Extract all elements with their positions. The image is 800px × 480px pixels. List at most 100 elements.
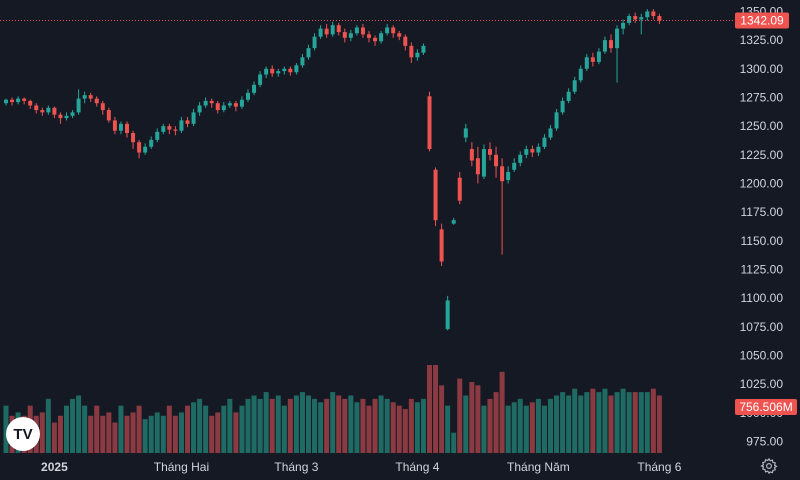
candle-body xyxy=(16,98,21,103)
candle-body xyxy=(64,115,69,119)
candle-body xyxy=(258,74,263,85)
gear-icon[interactable] xyxy=(760,457,778,475)
candle-body xyxy=(391,27,396,34)
candle-body xyxy=(481,149,486,177)
price-tick-label: 1125.00 xyxy=(741,262,784,276)
volume-bar xyxy=(94,405,100,453)
volume-bar xyxy=(644,392,650,453)
price-tick-label: 975.00 xyxy=(746,435,783,449)
candle-body xyxy=(445,300,450,330)
candle-body xyxy=(131,133,136,143)
candle-body xyxy=(88,95,93,99)
candle-body xyxy=(385,27,390,34)
volume-bar xyxy=(160,415,166,453)
volume-bar xyxy=(197,398,203,453)
price-tick-label: 1325.00 xyxy=(740,33,784,47)
candle-body xyxy=(590,57,595,62)
volume-bar xyxy=(541,405,547,453)
volume-bar xyxy=(554,395,560,453)
volume-bar xyxy=(45,398,51,453)
volume-bar xyxy=(166,405,172,453)
volume-bar xyxy=(608,395,614,453)
volume-bar xyxy=(112,422,118,453)
candle-body xyxy=(651,11,656,17)
volume-bar xyxy=(88,415,94,453)
candle-body xyxy=(403,36,408,46)
volume-bar xyxy=(366,405,372,453)
candle-body xyxy=(609,40,613,49)
price-tick-label: 1250.00 xyxy=(740,119,784,133)
volume-bar xyxy=(620,388,626,453)
price-candles xyxy=(4,9,662,331)
price-tick-label: 1175.00 xyxy=(741,205,784,219)
candle-body xyxy=(125,123,129,134)
volume-bar xyxy=(535,398,541,453)
volume-bar xyxy=(475,385,481,453)
volume-bar xyxy=(584,392,590,453)
candle-body xyxy=(203,100,208,106)
candle-body xyxy=(197,105,202,113)
volume-bar xyxy=(64,405,69,453)
logo-text: TV xyxy=(13,425,33,443)
candle-body xyxy=(161,126,166,132)
volume-bar xyxy=(142,419,148,453)
candle-body xyxy=(70,112,75,116)
volume-bar xyxy=(227,398,233,453)
volume-bar xyxy=(420,398,426,453)
candle-body xyxy=(572,80,577,92)
candle-body xyxy=(627,16,632,23)
candle-body xyxy=(227,103,232,106)
candle-body xyxy=(584,57,589,69)
volume-bar xyxy=(487,398,493,453)
candle-body xyxy=(530,149,535,153)
volume-bar xyxy=(318,402,324,453)
candle-body xyxy=(155,131,160,140)
volume-bar xyxy=(566,395,572,453)
volume-bar xyxy=(427,365,432,453)
volume-bar xyxy=(396,405,402,453)
volume-bar xyxy=(632,392,638,453)
volume-bars xyxy=(3,365,662,453)
volume-bar xyxy=(178,412,184,453)
candle-body xyxy=(542,137,547,147)
candle-body xyxy=(566,91,571,101)
tradingview-logo-icon[interactable]: TV xyxy=(6,417,40,451)
axis-badges: 1342.09 756.506M xyxy=(735,12,797,415)
volume-bar xyxy=(299,392,305,453)
candle-body xyxy=(264,68,269,75)
candle-body xyxy=(137,142,142,153)
volume-bar xyxy=(185,405,190,453)
volume-bar xyxy=(263,392,269,453)
candle-body xyxy=(112,120,117,131)
volume-bar xyxy=(548,398,553,453)
candle-body xyxy=(409,45,414,58)
volume-bar xyxy=(445,405,451,453)
candle-body xyxy=(512,162,517,170)
volume-bar xyxy=(378,395,384,453)
candle-body xyxy=(560,100,565,113)
time-axis[interactable]: 2025 Tháng Hai Tháng 3 Tháng 4 Tháng Năm Thán… xyxy=(41,460,682,474)
candle-body xyxy=(28,100,33,106)
volume-bar xyxy=(638,392,644,453)
volume-bar xyxy=(348,395,354,453)
candle-body xyxy=(318,28,323,37)
candle-body xyxy=(621,22,626,29)
volume-bar xyxy=(414,402,420,453)
price-axis[interactable]: 1350.001325.001300.001275.001250.001225.… xyxy=(740,4,784,448)
candle-body xyxy=(639,17,644,20)
price-tick-label: 1025.00 xyxy=(740,377,784,391)
candle-body xyxy=(354,27,359,34)
volume-bar xyxy=(433,365,439,453)
volume-bar xyxy=(354,402,360,453)
volume-bar xyxy=(148,415,154,453)
volume-bar xyxy=(39,412,45,453)
candle-body xyxy=(179,120,184,131)
volume-bar xyxy=(650,388,656,453)
time-tick-label: Tháng 3 xyxy=(274,460,318,474)
volume-bar xyxy=(656,395,662,453)
volume-bar xyxy=(596,392,602,453)
volume-bar xyxy=(402,409,408,453)
candle-body xyxy=(191,112,196,124)
